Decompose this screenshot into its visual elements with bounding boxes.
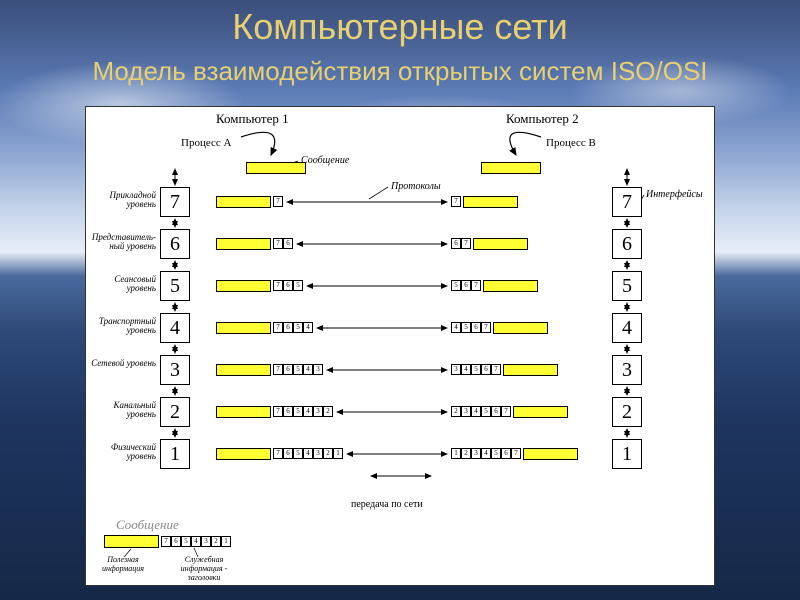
data-bar-right-7 (463, 196, 518, 208)
header-cells-right-4: 4567 (451, 322, 491, 333)
page-subtitle: Модель взаимодействия открытых систем IS… (0, 56, 800, 87)
header-cells-right-6: 67 (451, 238, 471, 249)
data-bar-left-2 (216, 406, 271, 418)
annotation-protocols: Протоколы (391, 181, 441, 192)
diagram-arrows (86, 107, 716, 587)
header-cells-right-5: 567 (451, 280, 481, 291)
annotation-interfaces: Интерфейсы (646, 189, 703, 200)
legend-service-label: Служебная информация - заголовки (164, 555, 244, 582)
layer-box-left-2: 2 (160, 397, 190, 427)
data-bar-left-4 (216, 322, 271, 334)
annotation-network-transfer: передача по сети (351, 499, 423, 510)
layer-name-left-1: Физический уровень (88, 443, 156, 462)
data-bar-left-5 (216, 280, 271, 292)
layer-name-left-2: Канальный уровень (88, 401, 156, 420)
data-bar-left-3 (216, 364, 271, 376)
layer-box-left-6: 6 (160, 229, 190, 259)
data-bar-right-4 (493, 322, 548, 334)
header-cells-left-3: 76543 (273, 364, 323, 375)
data-bar-right-5 (483, 280, 538, 292)
data-bar-left-1 (216, 448, 271, 460)
header-cells-left-6: 76 (273, 238, 293, 249)
data-bar-right-6 (473, 238, 528, 250)
legend-headers-row: 7654321 (161, 536, 231, 547)
layer-box-right-2: 2 (612, 397, 642, 427)
layer-name-left-5: Сеансовый уровень (88, 275, 156, 294)
layer-box-right-7: 7 (612, 187, 642, 217)
layer-name-left-4: Транспортный уровень (88, 317, 156, 336)
layer-name-left-6: Представитель- ный уровень (88, 233, 156, 252)
layer-box-left-5: 5 (160, 271, 190, 301)
layer-box-left-4: 4 (160, 313, 190, 343)
legend-useful-label: Полезная информация (88, 555, 158, 573)
layer-name-left-7: Прикладной уровень (88, 191, 156, 210)
header-cells-left-2: 765432 (273, 406, 333, 417)
layer-box-right-3: 3 (612, 355, 642, 385)
layer-box-right-5: 5 (612, 271, 642, 301)
data-bar-right-2 (513, 406, 568, 418)
header-cells-right-3: 34567 (451, 364, 501, 375)
header-processB: Процесс В (546, 137, 596, 149)
header-cells-left-4: 7654 (273, 322, 313, 333)
layer-box-left-7: 7 (160, 187, 190, 217)
layer-box-right-6: 6 (612, 229, 642, 259)
layer-box-left-1: 1 (160, 439, 190, 469)
layer-box-right-1: 1 (612, 439, 642, 469)
header-cells-left-5: 765 (273, 280, 303, 291)
header-cells-right-1: 1234567 (451, 448, 521, 459)
annotation-message: Сообщение (301, 155, 349, 166)
header-computer1: Компьютер 1 (216, 111, 289, 127)
layer-name-left-3: Сетевой уровень (88, 359, 156, 368)
layer-box-left-3: 3 (160, 355, 190, 385)
header-cells-left-1: 7654321 (273, 448, 343, 459)
header-cells-right-2: 234567 (451, 406, 511, 417)
message-bar-left (246, 162, 306, 174)
data-bar-left-6 (216, 238, 271, 250)
header-cells-right-7: 7 (451, 196, 461, 207)
legend-yellow-box (104, 535, 159, 548)
data-bar-left-7 (216, 196, 271, 208)
header-processA: Процесс А (181, 137, 231, 149)
data-bar-right-1 (523, 448, 578, 460)
legend-title: Сообщение (116, 517, 179, 533)
osi-diagram-panel: Компьютер 1 Компьютер 2 Процесс А Процес… (85, 106, 715, 586)
data-bar-right-3 (503, 364, 558, 376)
header-cells-left-7: 7 (273, 196, 283, 207)
message-bar-right (481, 162, 541, 174)
layer-box-right-4: 4 (612, 313, 642, 343)
header-computer2: Компьютер 2 (506, 111, 579, 127)
page-title: Компьютерные сети (0, 6, 800, 48)
